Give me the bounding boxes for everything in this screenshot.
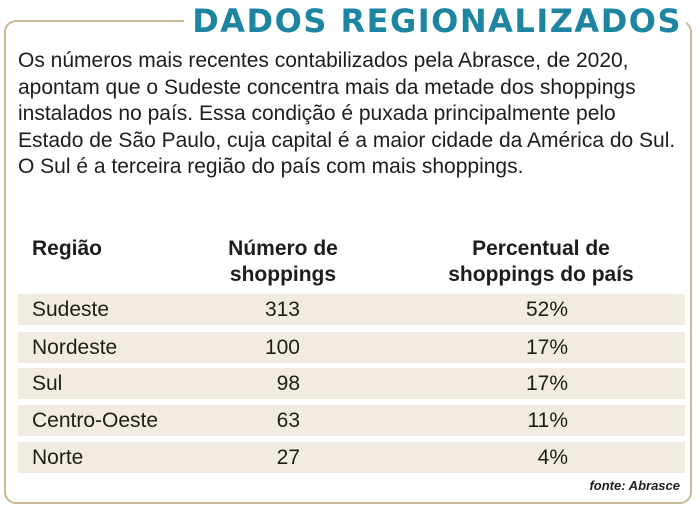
- percent-cell: 17%: [525, 336, 568, 359]
- region-cell: Centro-Oeste: [32, 409, 159, 432]
- percent-cell: 4%: [537, 446, 568, 469]
- region-cell: Sudeste: [32, 298, 110, 321]
- table-row-nordeste: Nordeste 100 17%: [18, 332, 685, 363]
- region-cell: Norte: [32, 446, 84, 469]
- header-count: Número de shoppings: [228, 237, 338, 286]
- count-cell: 63: [276, 409, 300, 432]
- header-region: Região: [32, 237, 103, 260]
- source-note: fonte: Abrasce: [589, 478, 680, 493]
- infobox-title: DADOS REGIONALIZADOS: [184, 2, 686, 40]
- count-cell: 313: [264, 298, 300, 321]
- percent-cell: 17%: [525, 372, 568, 395]
- intro-paragraph: Os números mais recentes contabilizados …: [18, 49, 676, 178]
- count-cell: 98: [276, 372, 300, 395]
- table-row-sul: Sul 98 17%: [18, 368, 685, 399]
- count-cell: 27: [276, 446, 300, 469]
- table-row-centro-oeste: Centro-Oeste 63 11%: [18, 405, 685, 436]
- count-cell: 100: [264, 336, 300, 359]
- region-cell: Nordeste: [32, 336, 118, 359]
- percent-cell: 52%: [525, 298, 568, 321]
- table-row-sudeste: Sudeste 313 52%: [18, 294, 685, 325]
- header-percent: Percentual de shoppings do país: [448, 237, 634, 286]
- table-row-norte: Norte 27 4%: [18, 442, 685, 473]
- region-cell: Sul: [32, 372, 63, 395]
- percent-cell: 11%: [527, 409, 568, 432]
